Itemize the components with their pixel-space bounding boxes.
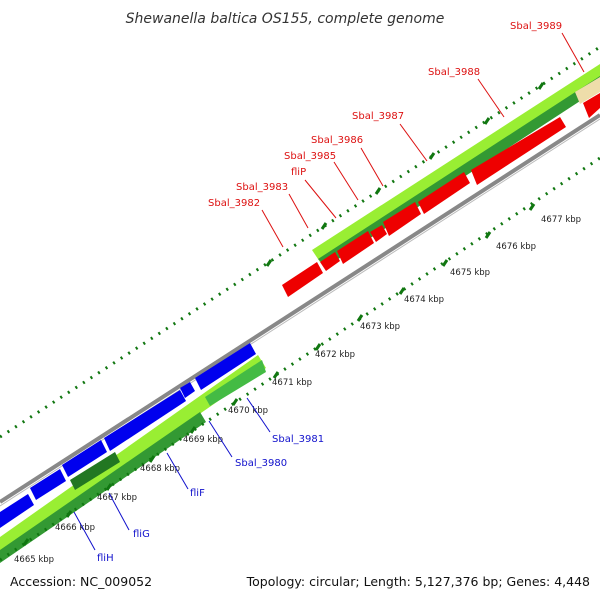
kbp-labels: 4665 kbp 4666 kbp 4667 kbp 4668 kbp 4669… [14,215,581,565]
accession-text: Accession: NC_009052 [10,574,152,589]
kbp-label: 4670 kbp [228,406,268,416]
cds-flih[interactable] [0,494,34,528]
gene-label: Sbal_3986 [311,135,363,146]
gene-label: Sbal_3989 [510,21,562,32]
inner-tick-track [0,156,600,562]
kbp-label: 4671 kbp [272,378,312,388]
kbp-label: 4669 kbp [183,435,223,445]
kbp-label: 4668 kbp [140,464,180,474]
cds-flip[interactable] [337,231,374,264]
gene-label: Sbal_3987 [352,111,404,122]
kbp-label: 4674 kbp [404,295,444,305]
cds-sbal-3986[interactable] [383,202,421,236]
topology-text: Topology: circular; Length: 5,127,376 bp… [246,574,590,589]
gene-label: fliP [291,167,306,178]
pseudo-gene-top [575,77,600,104]
cds-sbal-3987[interactable] [418,172,470,214]
reverse-cds-track [0,343,256,528]
red-gene-labels: Sbal_3982 Sbal_3983 fliP Sbal_3985 Sbal_… [208,21,562,209]
cds-sbal-3985[interactable] [370,225,387,242]
kbp-label: 4676 kbp [496,242,536,252]
gene-label: fliH [97,553,114,564]
map-title: Shewanella baltica OS155, complete genom… [126,11,445,27]
gene-label: Sbal_3982 [208,198,260,209]
gene-label: fliG [133,529,150,540]
cds-sbal-3981a[interactable] [180,382,195,398]
kbp-label: 4665 kbp [14,555,54,565]
cds-flif[interactable] [62,440,107,477]
gene-label: Sbal_3983 [236,182,288,193]
gene-label: Sbal_3980 [235,458,287,469]
kbp-label: 4675 kbp [450,268,490,278]
cds-sbal-3981b[interactable] [195,343,256,390]
gene-label: Sbal_3988 [428,67,480,78]
kbp-label: 4672 kbp [315,350,355,360]
gc-track-lower [0,355,266,563]
gene-label: Sbal_3981 [272,434,324,445]
kbp-label: 4673 kbp [360,322,400,332]
cds-sbal-3989[interactable] [583,93,600,118]
kbp-label: 4677 kbp [541,215,581,225]
gene-label: fliF [190,488,205,499]
gene-label: Sbal_3985 [284,151,336,162]
blue-gene-labels: fliH fliG fliF Sbal_3980 Sbal_3981 [97,434,324,564]
kbp-label: 4666 kbp [55,523,95,533]
cds-sbal-3980[interactable] [104,390,186,451]
forward-cds-track [282,93,600,297]
kbp-label: 4667 kbp [97,493,137,503]
cds-sbal-3982[interactable] [282,262,323,297]
red-leaders [261,32,585,248]
blue-leaders [73,397,271,551]
outer-major-ticks [265,82,545,267]
cds-flig[interactable] [30,469,66,500]
cds-sbal-3983[interactable] [320,252,340,271]
gc-track-upper [312,64,600,267]
cds-sbal-3988[interactable] [471,117,566,185]
inner-major-ticks [22,203,536,546]
